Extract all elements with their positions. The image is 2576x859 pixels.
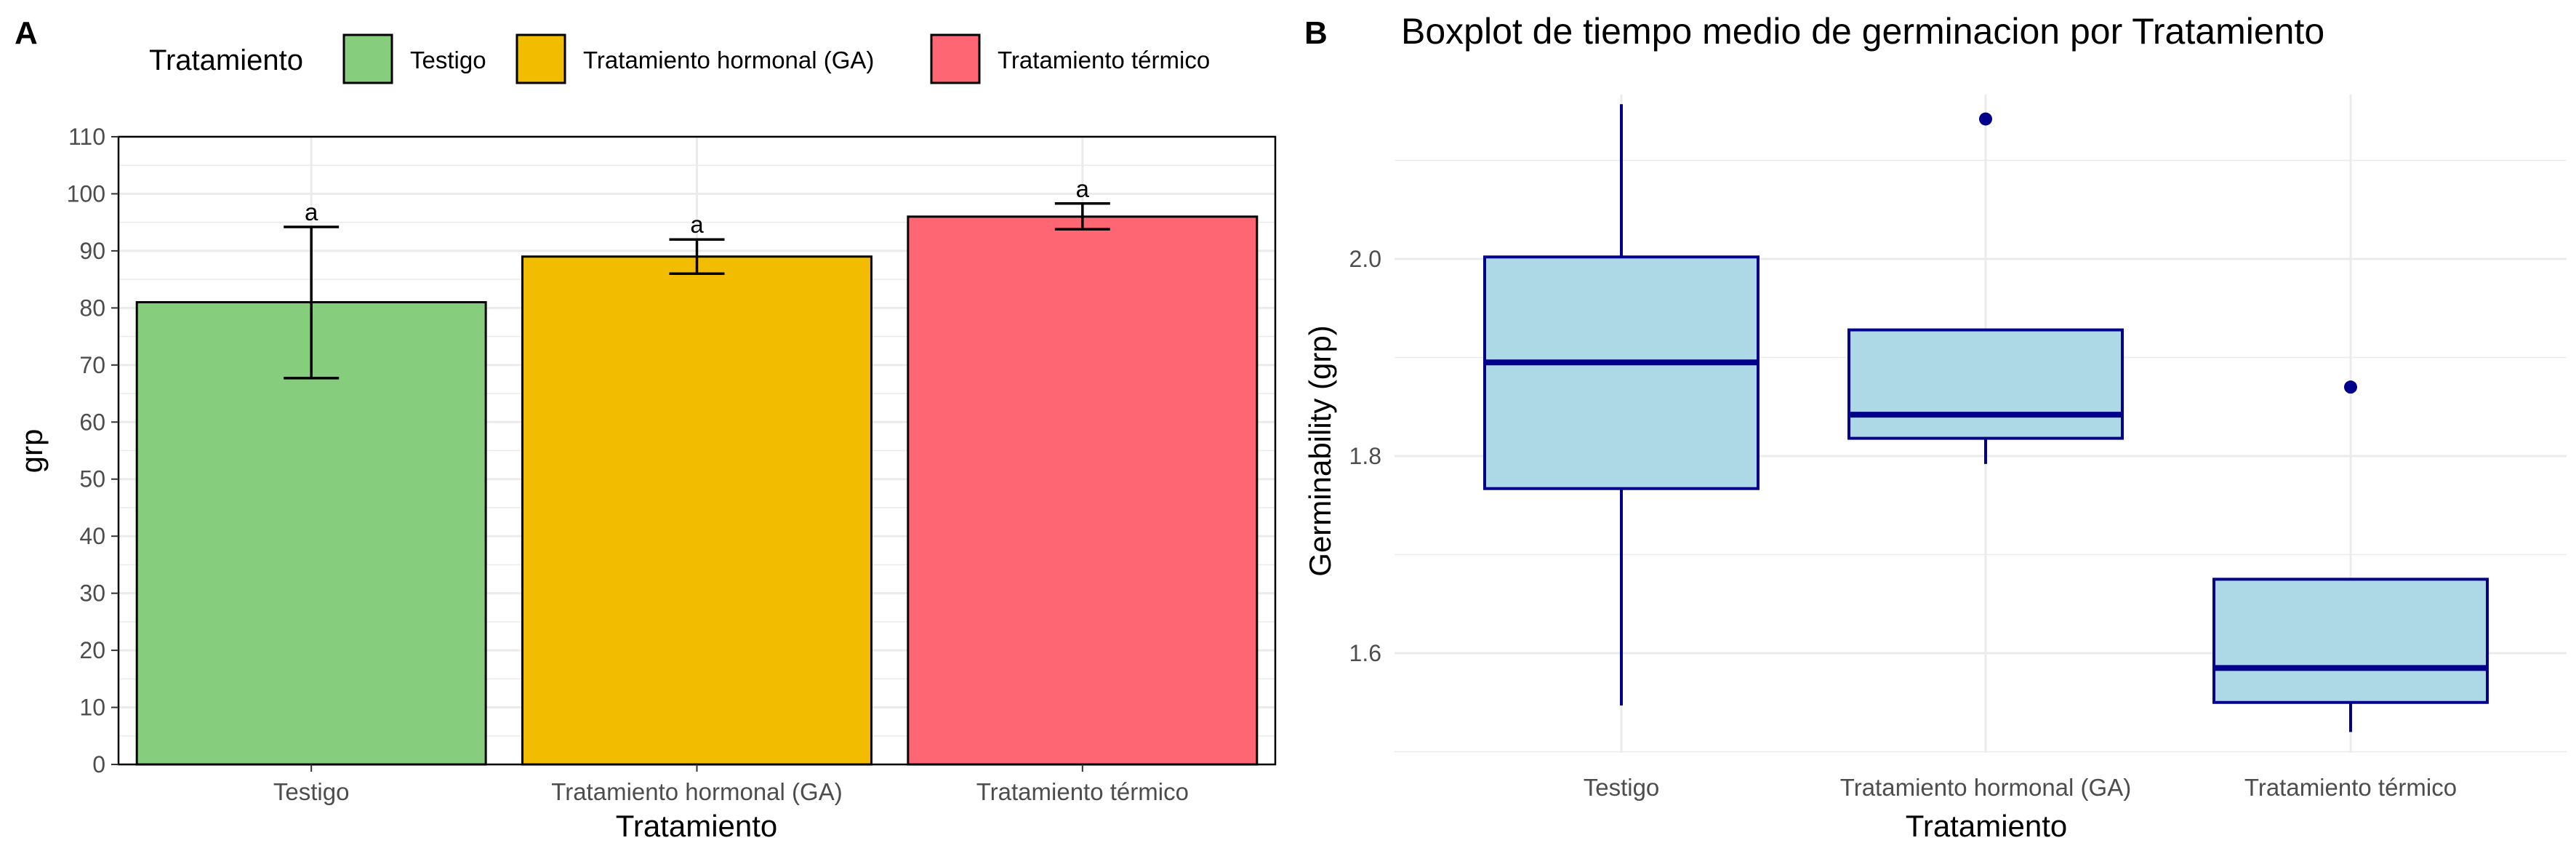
y-tick-label: 80 bbox=[79, 295, 105, 321]
box bbox=[1847, 328, 2124, 440]
bars bbox=[135, 215, 1259, 766]
panel-label-a: A bbox=[15, 15, 38, 51]
y-tick-label: 100 bbox=[67, 180, 105, 207]
legend-key-testigo bbox=[342, 33, 393, 84]
legend-label-termico: Tratamiento térmico bbox=[998, 47, 1210, 73]
y-tick-label: 1.8 bbox=[1349, 443, 1381, 469]
x-tick-label: Testigo bbox=[273, 778, 350, 805]
legend-key-hormonal bbox=[515, 33, 566, 84]
legend: Tratamiento Testigo Tratamiento hormonal… bbox=[149, 33, 1210, 84]
x-tick-label: Tratamiento hormonal (GA) bbox=[551, 778, 842, 805]
x-tick-label: Tratamiento hormonal (GA) bbox=[1840, 774, 2131, 801]
x-axis: Testigo Tratamiento hormonal (GA) Tratamie… bbox=[273, 764, 1189, 805]
box bbox=[2212, 578, 2489, 704]
bar-hormonal bbox=[521, 255, 872, 766]
y-tick-label: 40 bbox=[79, 523, 105, 549]
significance-letter: a bbox=[690, 211, 704, 238]
x-tick-label: Tratamiento térmico bbox=[976, 778, 1189, 805]
legend-label-hormonal: Tratamiento hormonal (GA) bbox=[583, 47, 874, 73]
y-tick-label: 1.6 bbox=[1349, 640, 1381, 666]
panel-a-bar-chart: A Tratamiento Testigo Tratamiento hormon… bbox=[15, 15, 1277, 843]
bar-termico bbox=[907, 215, 1259, 766]
x-axis-title: Tratamiento bbox=[616, 809, 778, 843]
y-tick-label: 10 bbox=[79, 695, 105, 721]
x-axis: Testigo Tratamiento hormonal (GA) Tratamie… bbox=[1584, 774, 2457, 801]
panel-label-b: B bbox=[1304, 15, 1328, 51]
significance-letters: a a a bbox=[305, 175, 1090, 238]
legend-title: Tratamiento bbox=[149, 44, 303, 76]
y-tick-label: 50 bbox=[79, 466, 105, 492]
y-tick-label: 30 bbox=[79, 580, 105, 607]
outlier-point bbox=[2344, 380, 2357, 394]
y-tick-label: 70 bbox=[79, 352, 105, 378]
legend-key-termico bbox=[930, 33, 981, 84]
boxes bbox=[1483, 104, 2489, 732]
y-axis: 1.6 1.8 2.0 bbox=[1349, 246, 1381, 666]
y-axis-title: Germinability (grp) bbox=[1303, 325, 1337, 576]
x-axis-title: Tratamiento bbox=[1906, 809, 2068, 843]
x-tick-label: Testigo bbox=[1584, 774, 1660, 801]
y-tick-label: 0 bbox=[92, 751, 105, 778]
outlier-point bbox=[1979, 112, 1992, 126]
error-bars bbox=[284, 202, 1110, 380]
y-tick-label: 2.0 bbox=[1349, 246, 1381, 272]
significance-letter: a bbox=[1076, 175, 1090, 202]
y-tick-label: 60 bbox=[79, 409, 105, 435]
y-tick-label: 90 bbox=[79, 238, 105, 264]
y-tick-label: 110 bbox=[68, 124, 105, 150]
y-axis: 0 10 20 30 40 50 60 70 80 90 100 110 bbox=[67, 124, 119, 778]
legend-label-testigo: Testigo bbox=[410, 47, 486, 73]
box bbox=[1483, 255, 1760, 490]
x-tick-label: Tratamiento térmico bbox=[2244, 774, 2457, 801]
y-tick-label: 20 bbox=[79, 637, 105, 663]
y-axis-title: grp bbox=[15, 429, 49, 474]
chart-title: Boxplot de tiempo medio de germinacion p… bbox=[1401, 11, 2324, 52]
panel-b-boxplot: B Boxplot de tiempo medio de germinacion… bbox=[1303, 11, 2567, 843]
significance-letter: a bbox=[305, 199, 318, 225]
